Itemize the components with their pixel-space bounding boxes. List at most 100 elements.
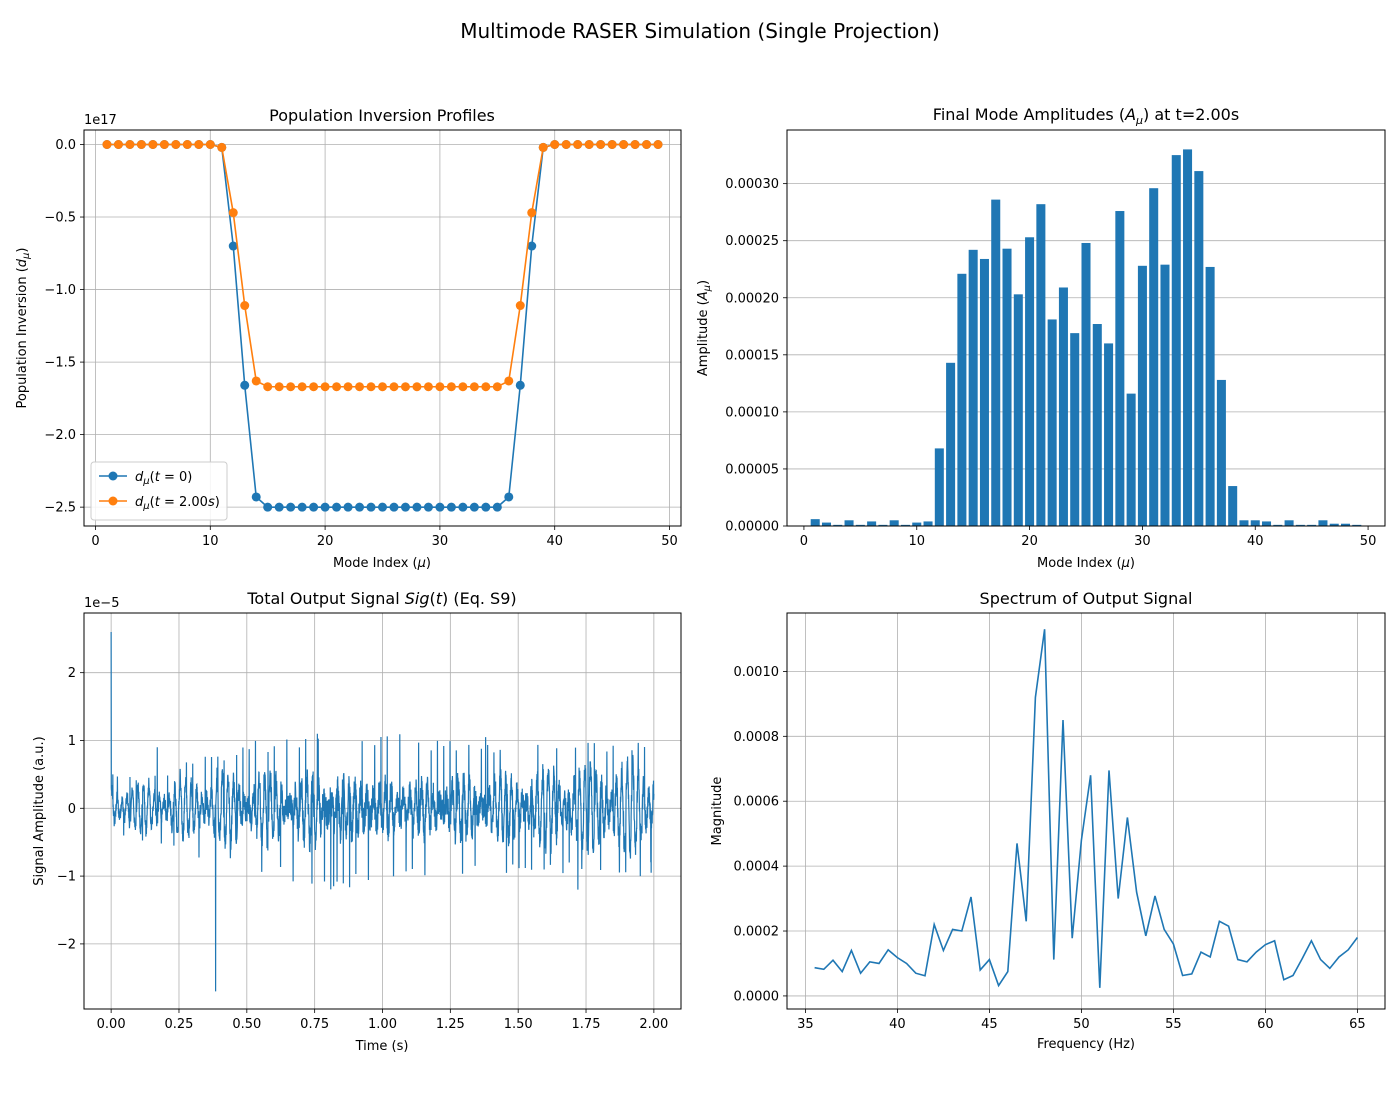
y-tick-label: 1 [68, 734, 76, 749]
bar [1250, 520, 1260, 526]
y-tick-label: −2 [57, 937, 76, 952]
grid [787, 613, 1385, 1009]
y-tick-label: 0.00000 [725, 520, 779, 535]
panel-spectrum: Spectrum of Output Signal 35 40 45 50 55 60 65… [710, 589, 1386, 1052]
x-tick-label: 60 [1257, 1017, 1274, 1032]
data-point [240, 301, 250, 311]
bar [1318, 520, 1328, 526]
bar [1329, 523, 1339, 526]
x-tick-label: 30 [1134, 534, 1151, 549]
axes-frame [83, 129, 682, 527]
bar [867, 521, 877, 526]
bar [1307, 524, 1317, 526]
data-point [286, 502, 296, 512]
legend-marker-t0 [108, 471, 118, 481]
data-point [240, 380, 250, 390]
data-point [630, 140, 640, 150]
bar [1340, 523, 1351, 526]
y-axis-label: Magnitude [710, 777, 725, 846]
data-point [515, 301, 525, 311]
x-tick-label: 1.25 [436, 1017, 465, 1032]
y-tick-label: 0.0006 [734, 795, 780, 810]
bar [1171, 155, 1181, 526]
series-group [810, 149, 1362, 527]
bar [1273, 524, 1283, 526]
x-tick-label: 40 [546, 534, 563, 549]
data-point [607, 140, 617, 150]
data-point [596, 140, 606, 150]
data-point [251, 492, 261, 502]
data-point [504, 376, 514, 386]
data-point [309, 502, 319, 512]
data-point [274, 382, 284, 392]
bar [957, 273, 967, 526]
x-axis-ticks: 0 10 20 30 40 50 [800, 526, 1377, 549]
x-tick-label: 20 [1021, 534, 1038, 549]
x-axis-label: Mode Index (μ) [333, 556, 431, 571]
bar [855, 524, 865, 526]
data-point [515, 380, 525, 390]
data-point [538, 142, 548, 152]
bar [844, 520, 854, 526]
data-point [584, 140, 594, 150]
data-point [435, 382, 445, 392]
bar [1160, 264, 1170, 526]
data-point [125, 140, 135, 150]
x-tick-label: 0.75 [300, 1017, 329, 1032]
bar [1262, 521, 1272, 526]
bar [821, 522, 832, 526]
spectrum-line [814, 629, 1359, 988]
data-point [205, 140, 215, 150]
data-point [159, 140, 169, 150]
y-tick-label: 0.00020 [725, 291, 779, 306]
x-tick-label: 65 [1349, 1017, 1366, 1032]
series-t2 [102, 140, 663, 392]
data-point [389, 382, 399, 392]
x-tick-label: 45 [981, 1017, 998, 1032]
x-tick-label: 1.50 [504, 1017, 533, 1032]
data-point [355, 502, 365, 512]
data-point [400, 382, 410, 392]
data-point [332, 502, 342, 512]
y-tick-label: 0.00005 [725, 462, 779, 477]
x-axis-label: Frequency (Hz) [1037, 1037, 1135, 1052]
x-tick-label: 0.50 [232, 1017, 261, 1032]
bar [1002, 248, 1012, 526]
data-point [182, 140, 192, 150]
bar [1205, 266, 1215, 526]
figure-suptitle: Multimode RASER Simulation (Single Proje… [460, 19, 940, 43]
x-tick-label: 50 [1360, 534, 1377, 549]
data-point [102, 140, 112, 150]
x-axis-label: Time (s) [355, 1039, 409, 1054]
data-point [366, 502, 376, 512]
series-line [106, 143, 659, 508]
x-tick-label: 35 [797, 1017, 814, 1032]
series-group [102, 140, 663, 512]
data-point [504, 492, 514, 502]
panel-title: Total Output Signal Sig(t) (Eq. S9) [246, 589, 516, 608]
bar [991, 199, 1001, 526]
bar [878, 524, 888, 526]
x-tick-label: 50 [661, 534, 678, 549]
data-point [320, 502, 330, 512]
data-point [148, 140, 158, 150]
x-tick-label: 55 [1165, 1017, 1182, 1032]
data-point [481, 382, 491, 392]
bar [1137, 265, 1147, 526]
axes-frame [786, 129, 1386, 527]
bar [1047, 319, 1057, 526]
bar [833, 524, 843, 526]
y-tick-label: −2.5 [44, 501, 76, 516]
bar [1058, 287, 1068, 526]
data-point [343, 502, 353, 512]
data-point [492, 502, 502, 512]
data-point [263, 382, 273, 392]
x-axis-label: Mode Index (μ) [1037, 556, 1135, 571]
legend-label-t2: dμ(t = 2.00s) [135, 495, 220, 512]
x-tick-label: 30 [432, 534, 449, 549]
data-point [297, 382, 307, 392]
data-point [217, 142, 227, 152]
bar [1239, 520, 1249, 526]
bar [900, 524, 910, 526]
x-axis-ticks: 35 40 45 50 55 60 65 [797, 1009, 1366, 1032]
